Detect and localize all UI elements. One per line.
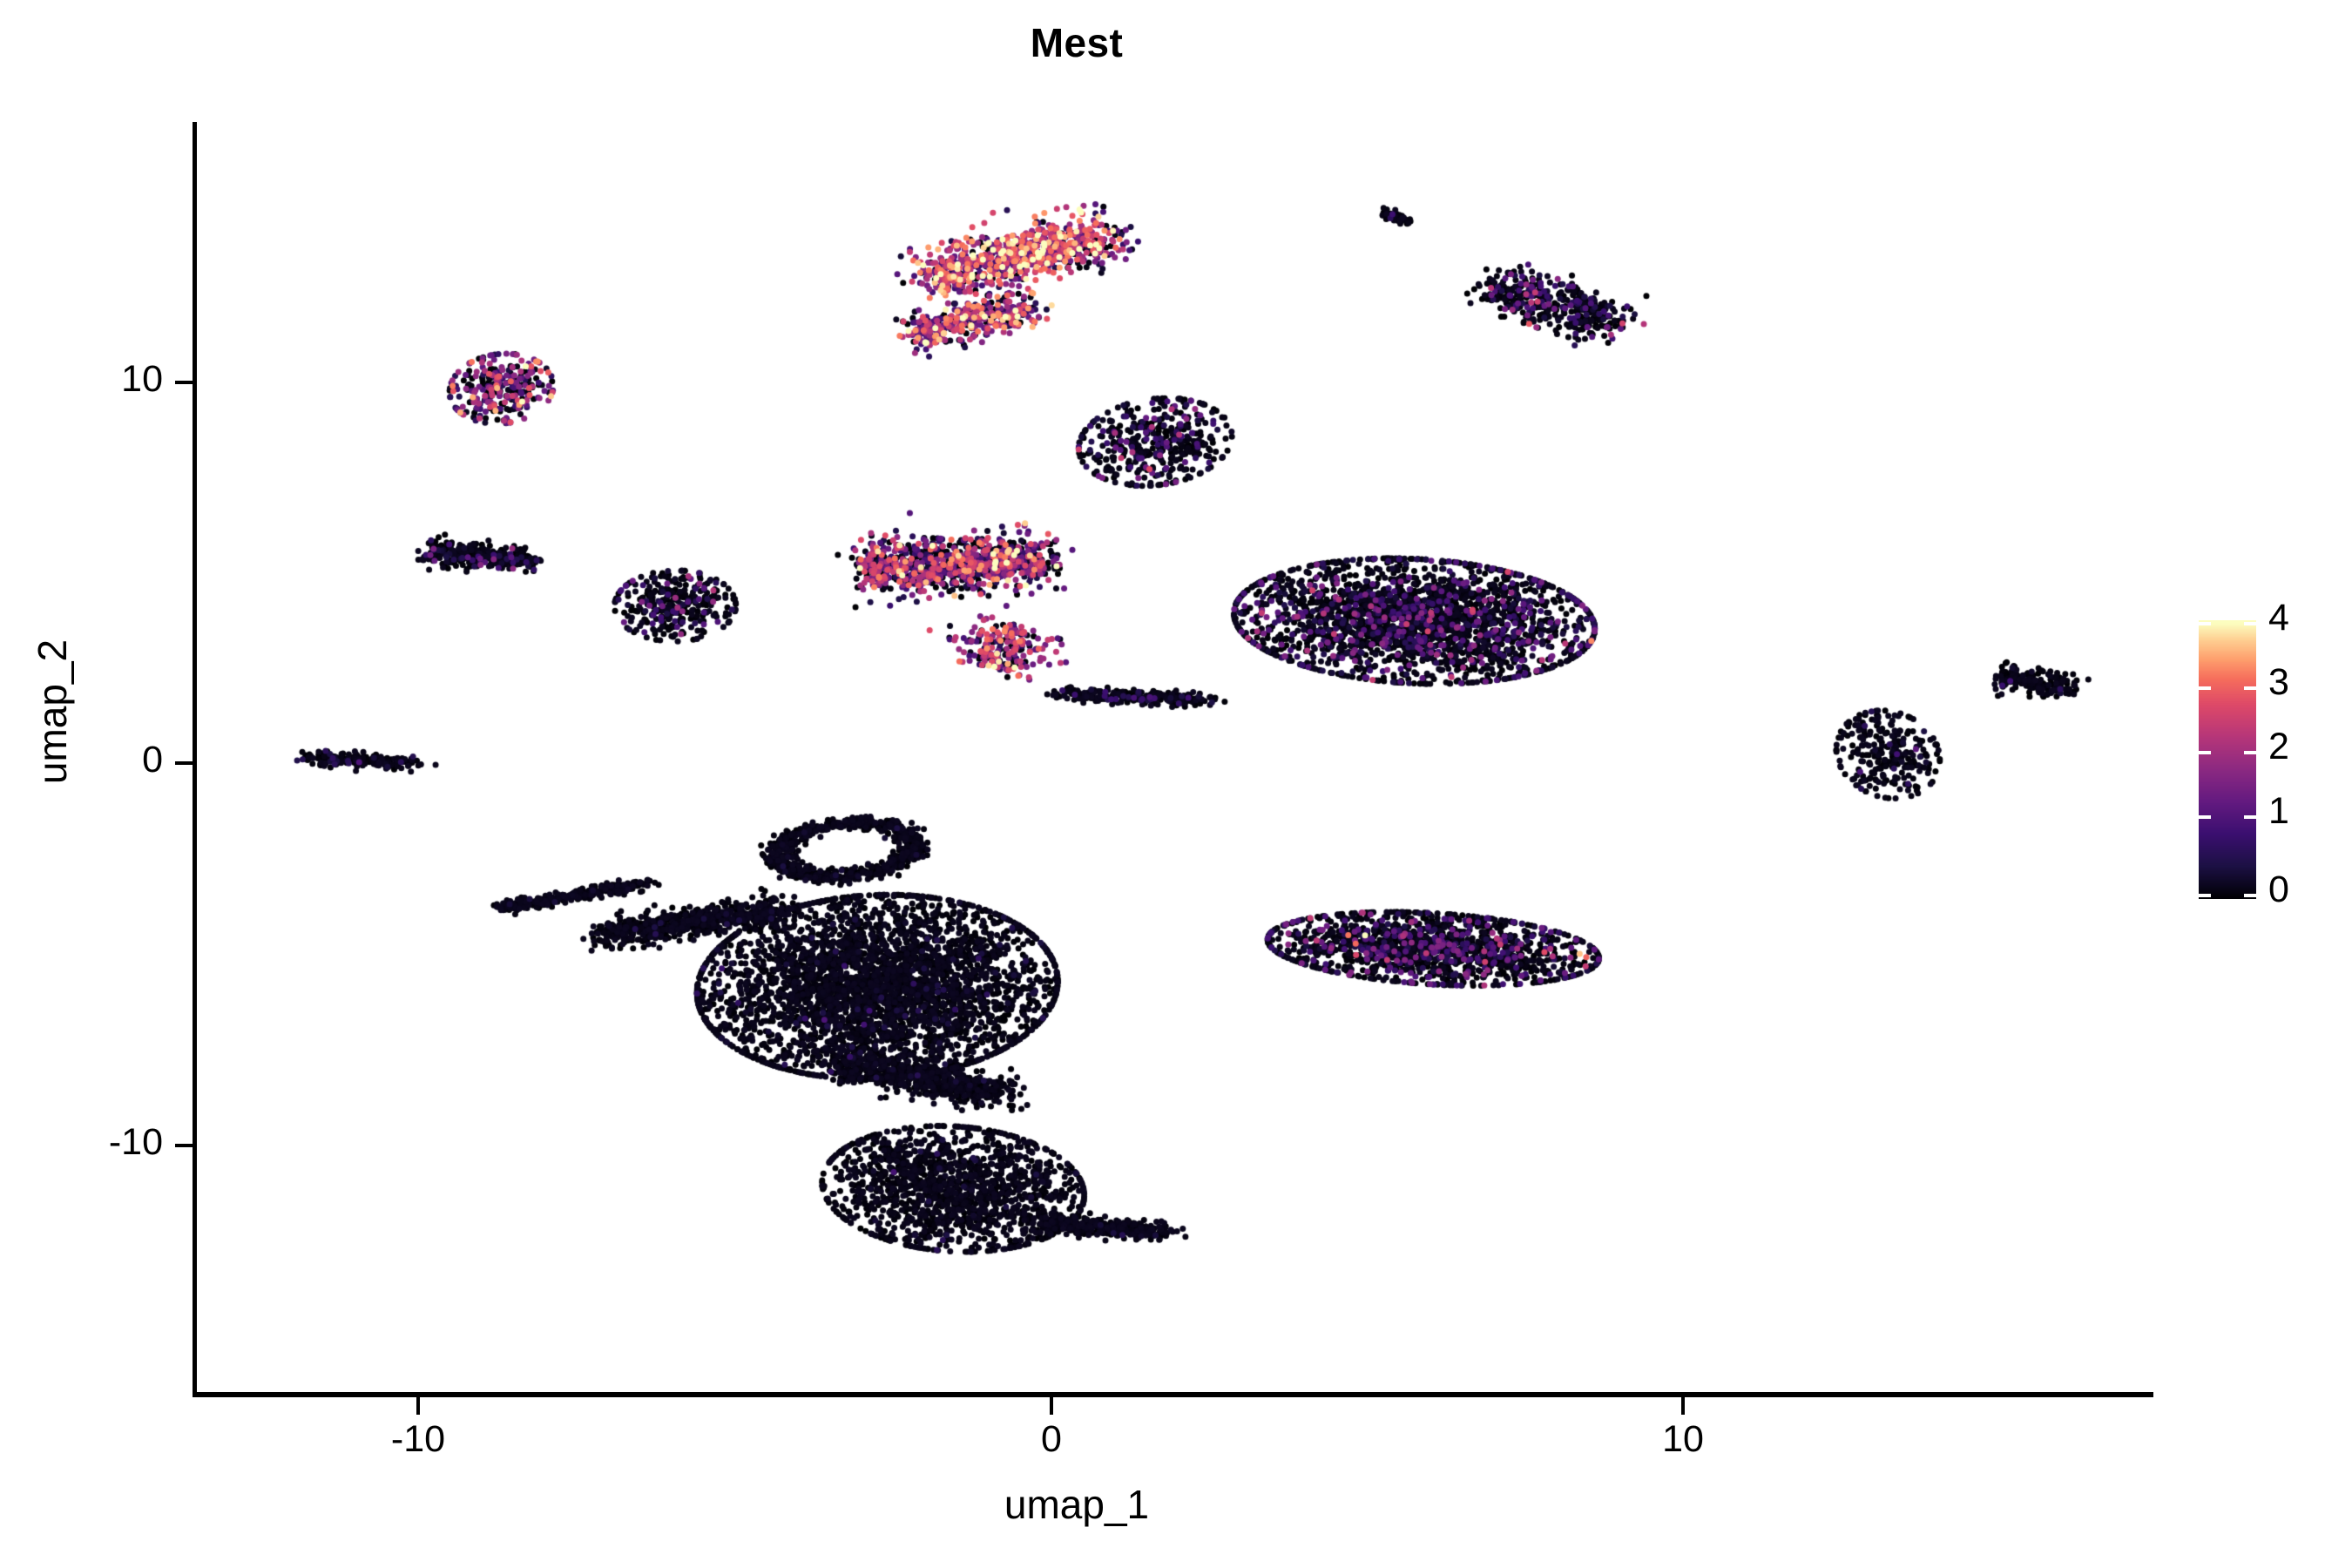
colorbar-tick-4-left bbox=[2199, 622, 2211, 625]
colorbar-legend[interactable]: 4 3 2 1 0 bbox=[2199, 599, 2347, 910]
colorbar-label-2: 2 bbox=[2268, 726, 2289, 767]
colorbar-tick-4-right bbox=[2244, 622, 2256, 625]
colorbar-tick-0-right bbox=[2244, 894, 2256, 897]
colorbar-label-3: 3 bbox=[2268, 661, 2289, 703]
colorbar-tick-3-left bbox=[2199, 686, 2211, 690]
y-tick-label-0: 10 bbox=[121, 358, 163, 400]
umap-scatter-canvas[interactable] bbox=[195, 122, 2153, 1395]
x-tick-mark-1 bbox=[1050, 1397, 1053, 1415]
x-tick-mark-2 bbox=[1681, 1397, 1685, 1415]
x-tick-label-1: 0 bbox=[1041, 1418, 1062, 1460]
colorbar-tick-0-left bbox=[2199, 894, 2211, 897]
x-axis-line bbox=[193, 1392, 2153, 1397]
y-tick-label-1: 0 bbox=[142, 739, 163, 781]
x-tick-label-0: -10 bbox=[390, 1418, 446, 1460]
colorbar-tick-2-right bbox=[2244, 751, 2256, 754]
colorbar-label-1: 1 bbox=[2268, 790, 2289, 832]
page-title: Mest bbox=[1030, 20, 1124, 65]
scatter-plot-panel[interactable] bbox=[195, 122, 2153, 1395]
x-tick-label-2: 10 bbox=[1662, 1418, 1704, 1460]
colorbar-label-0: 0 bbox=[2268, 868, 2289, 910]
colorbar-tick-1-right bbox=[2244, 815, 2256, 819]
colorbar[interactable] bbox=[2199, 620, 2256, 899]
y-axis-line bbox=[193, 122, 197, 1397]
y-tick-label-2: -10 bbox=[108, 1121, 163, 1163]
colorbar-gradient bbox=[2199, 620, 2256, 899]
colorbar-tick-3-right bbox=[2244, 686, 2256, 690]
x-axis-title: umap_1 bbox=[1004, 1482, 1150, 1527]
y-tick-mark-1 bbox=[175, 761, 193, 765]
colorbar-label-4: 4 bbox=[2268, 597, 2289, 639]
y-tick-mark-2 bbox=[175, 1144, 193, 1147]
colorbar-tick-2-left bbox=[2199, 751, 2211, 754]
x-tick-mark-0 bbox=[416, 1397, 420, 1415]
y-axis-title: umap_2 bbox=[30, 639, 75, 785]
y-tick-mark-0 bbox=[175, 381, 193, 384]
colorbar-tick-1-left bbox=[2199, 815, 2211, 819]
